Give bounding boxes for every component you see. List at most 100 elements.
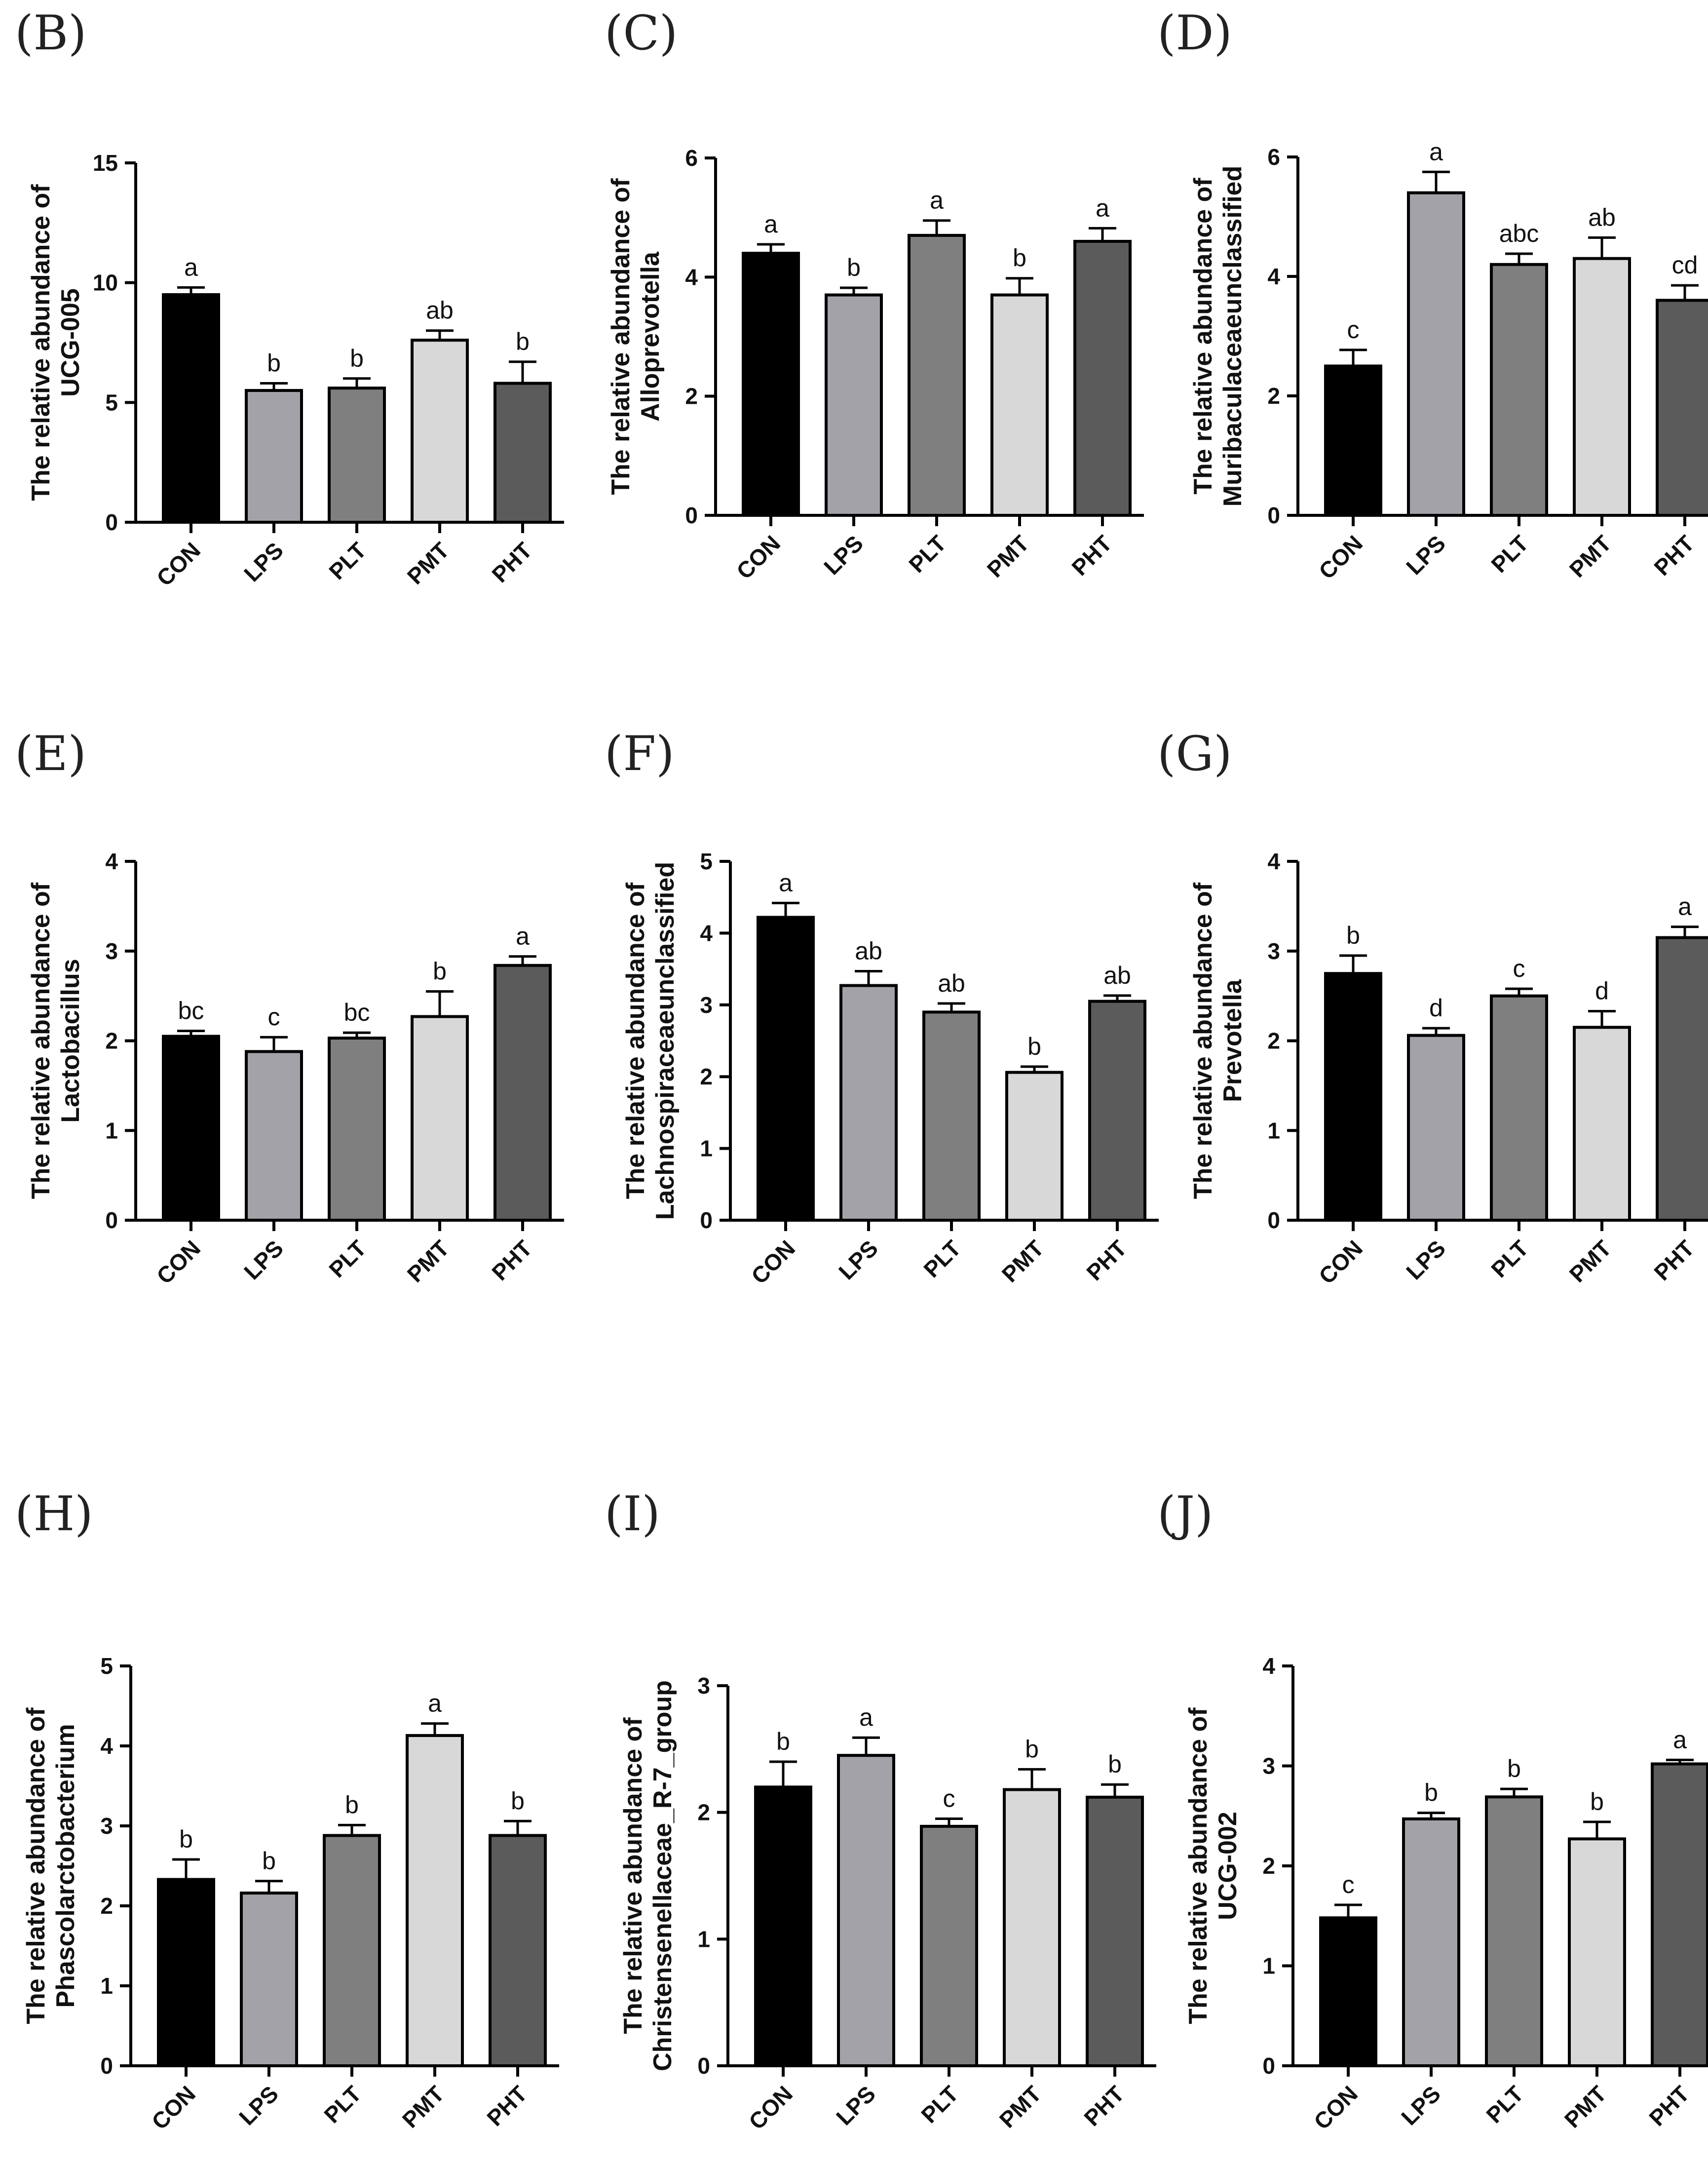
y-tick-label: 2 <box>1267 383 1280 409</box>
y-tick-label: 6 <box>1267 144 1280 170</box>
x-tick-label: PMT <box>1559 2081 1611 2132</box>
bar-con <box>742 252 800 517</box>
bar-con <box>754 1785 812 2067</box>
bar-lps <box>825 293 883 517</box>
x-tick-label: PHT <box>1649 1235 1699 1285</box>
x-tick-label: PMT <box>997 1235 1049 1287</box>
y-tick-label: 2 <box>1262 1853 1275 1879</box>
bar-pmt <box>411 339 469 524</box>
x-tick-label: PHT <box>487 537 537 587</box>
x-tick-label: LPS <box>239 1235 288 1284</box>
significance-letter: b <box>1590 1788 1604 1816</box>
y-tick-label: 0 <box>685 503 698 528</box>
significance-letter: ab <box>938 969 965 997</box>
y-tick-label: 3 <box>1262 1753 1275 1779</box>
bar-pmt <box>411 1015 469 1222</box>
bar-pht <box>493 382 552 524</box>
y-tick-label: 1 <box>1267 1118 1280 1143</box>
y-tick-label: 3 <box>105 938 118 964</box>
significance-letter: b <box>179 1825 193 1853</box>
bar-pmt <box>1573 257 1631 517</box>
y-tick-label: 2 <box>685 384 698 409</box>
y-tick-label: 4 <box>105 849 118 874</box>
y-tick-label: 4 <box>685 264 698 290</box>
y-tick-label: 4 <box>1262 1653 1275 1679</box>
y-tick-label: 0 <box>105 509 118 535</box>
y-axis-title: The relative abundance of <box>1184 1707 1213 2024</box>
significance-letter: bc <box>178 997 204 1025</box>
bar-plt <box>328 387 386 524</box>
significance-letter: ab <box>1588 203 1616 231</box>
bar-pht <box>1651 1762 1708 2067</box>
significance-letter: b <box>433 958 447 985</box>
bar-con <box>757 916 815 1222</box>
y-axis-taxon: Alloprevotella <box>636 251 665 422</box>
y-tick-label: 15 <box>93 150 118 176</box>
x-tick-label: PMT <box>982 530 1034 582</box>
bar-con <box>162 1035 220 1222</box>
y-axis-title: The relative abundance of <box>621 882 650 1199</box>
x-tick-label: PLT <box>918 1235 966 1282</box>
x-tick-label: CON <box>1314 1235 1367 1289</box>
bar-plt <box>922 1010 981 1222</box>
y-tick-label: 2 <box>100 1893 113 1919</box>
x-tick-label: PMT <box>402 1235 454 1287</box>
significance-letter: b <box>1507 1755 1521 1782</box>
x-tick-label: PMT <box>402 537 454 589</box>
significance-letter: d <box>1595 977 1609 1005</box>
bar-pmt <box>1573 1026 1631 1222</box>
y-tick-label: 4 <box>100 1733 113 1759</box>
y-axis-title: The relative abundance of <box>619 1717 647 2034</box>
significance-letter: b <box>1027 1033 1041 1060</box>
y-tick-label: 1 <box>1262 1953 1275 1979</box>
bar-pmt <box>406 1734 464 2067</box>
significance-letter: b <box>516 328 530 355</box>
y-axis-title: The relative abundance of <box>1189 178 1217 495</box>
x-tick-label: LPS <box>1396 2081 1445 2130</box>
significance-letter: a <box>930 187 944 214</box>
panel-label: (C) <box>605 5 678 61</box>
y-tick-label: 2 <box>697 1800 710 1825</box>
bar-plt <box>908 233 966 517</box>
bar-pmt <box>1003 1788 1061 2067</box>
x-tick-label: LPS <box>831 2081 880 2130</box>
significance-letter: a <box>764 210 778 238</box>
x-tick-label: PLT <box>319 2081 366 2128</box>
y-axis-taxon: Prevotella <box>1218 979 1247 1102</box>
y-axis-title: The relative abundance of <box>1189 882 1217 1199</box>
significance-letter: a <box>1096 194 1109 222</box>
panel-label: (D) <box>1157 5 1232 61</box>
significance-letter: a <box>1678 893 1692 921</box>
significance-letter: b <box>1108 1750 1122 1778</box>
x-tick-label: PMT <box>994 2081 1046 2132</box>
bar-lps <box>1402 1817 1460 2067</box>
significance-letter: a <box>428 1690 442 1717</box>
significance-letter: c <box>943 1785 955 1813</box>
x-tick-label: PMT <box>397 2081 449 2132</box>
bar-plt <box>1490 994 1548 1222</box>
x-tick-label: PLT <box>916 2081 963 2128</box>
x-tick-label: LPS <box>1401 1235 1450 1284</box>
y-tick-label: 3 <box>700 992 713 1018</box>
y-tick-label: 6 <box>685 145 698 171</box>
bar-lps <box>240 1892 298 2068</box>
y-axis-title: The relative abundance of <box>22 1707 50 2024</box>
chart-panel-d: (D) 0 2 4 6 The relative abundance of Muribacu… <box>1157 5 1708 584</box>
significance-letter: b <box>262 1847 276 1875</box>
y-tick-label: 0 <box>1262 2053 1275 2079</box>
significance-letter: a <box>859 1703 873 1731</box>
x-tick-label: LPS <box>1401 530 1450 580</box>
bar-con <box>1324 972 1382 1222</box>
y-axis-taxon: Lactobacillus <box>56 959 85 1122</box>
bar-pht <box>1656 936 1708 1222</box>
y-axis-taxon: Phascolarctobacterium <box>51 1724 80 2008</box>
x-tick-label: PHT <box>1066 530 1117 580</box>
y-tick-label: 4 <box>700 920 713 946</box>
x-tick-label: PHT <box>1644 2081 1694 2131</box>
significance-letter: a <box>1673 1726 1687 1753</box>
bar-lps <box>1407 191 1465 517</box>
chart-panel-e: (E) 0 1 2 3 4 The relative abundance of Lactoba… <box>15 726 564 1289</box>
y-tick-label: 5 <box>105 389 118 415</box>
significance-letter: a <box>1429 138 1443 165</box>
x-tick-label: PLT <box>904 530 951 578</box>
